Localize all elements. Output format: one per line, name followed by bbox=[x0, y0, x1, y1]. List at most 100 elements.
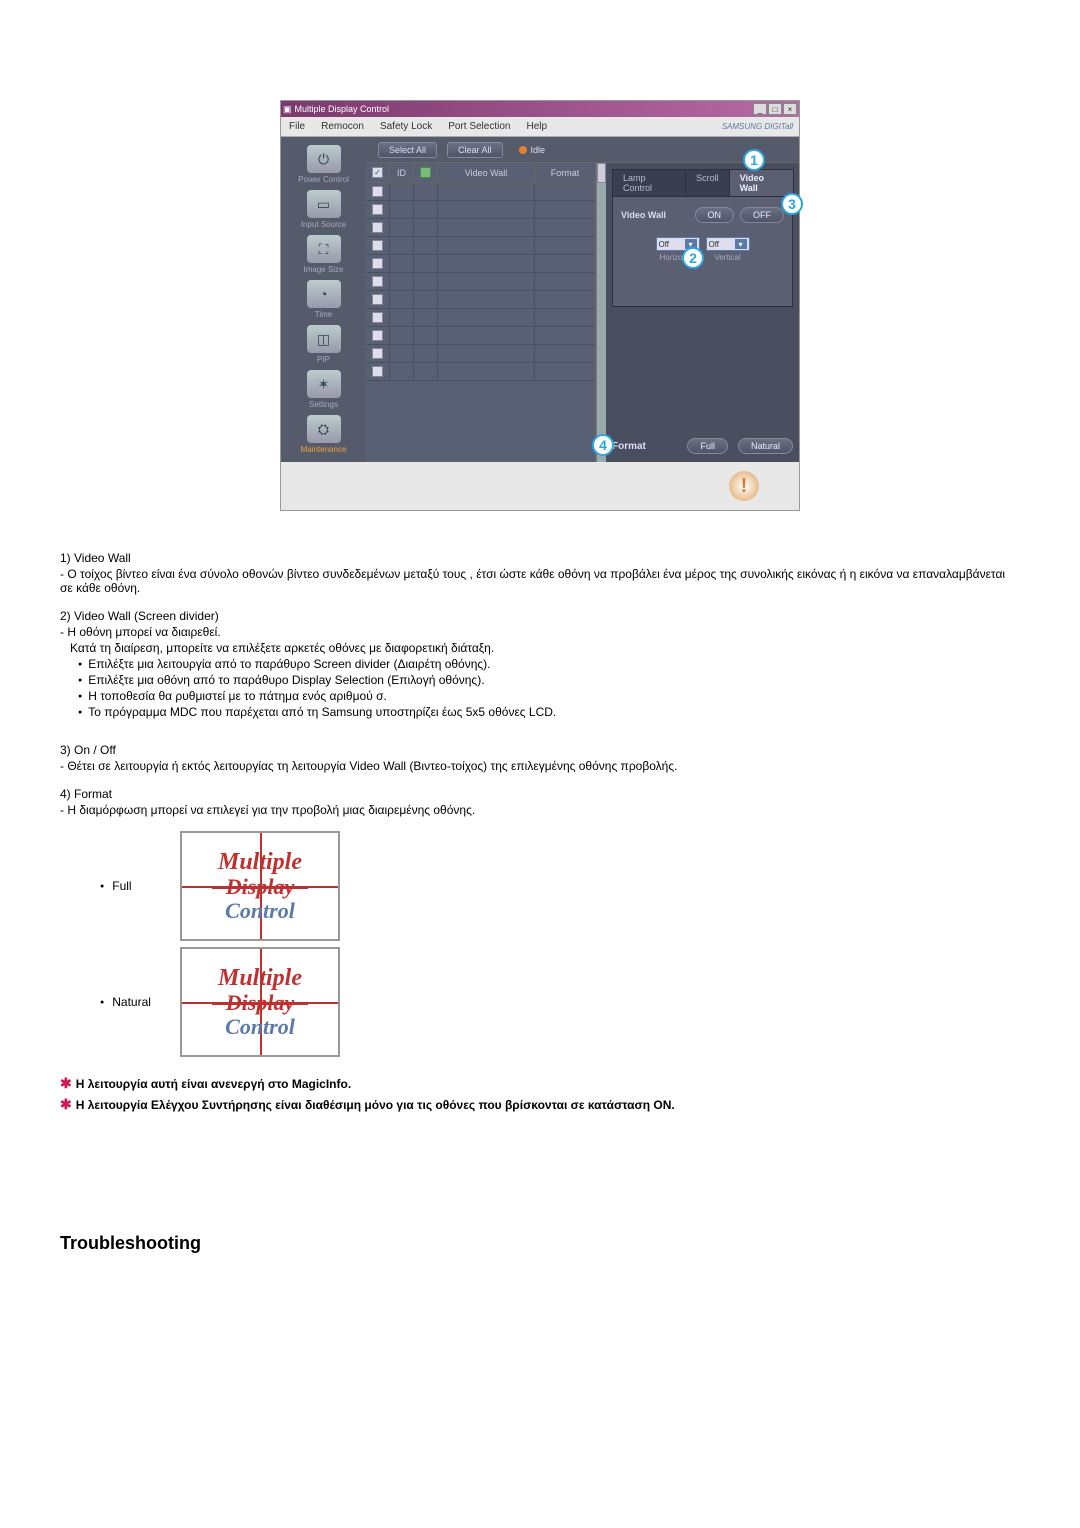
badge-4: 4 bbox=[592, 434, 614, 456]
table-row[interactable] bbox=[366, 237, 595, 255]
maximize-button[interactable]: □ bbox=[768, 103, 782, 115]
note1: Η λειτουργία αυτή είναι ανενεργή στο Mag… bbox=[76, 1077, 351, 1091]
sidebar-label: Settings bbox=[285, 400, 362, 409]
natural-image: Multiple Display Control bbox=[180, 947, 340, 1057]
settings-icon: ✶ bbox=[307, 370, 341, 398]
scrollbar[interactable] bbox=[596, 163, 606, 462]
item4-body: - Η διαμόρφωση μπορεί να επιλεγεί για τη… bbox=[60, 803, 1020, 817]
table-row[interactable] bbox=[366, 255, 595, 273]
table-row[interactable] bbox=[366, 291, 595, 309]
row-checkbox[interactable] bbox=[372, 204, 383, 215]
toolbar: Select All Clear All Idle bbox=[366, 137, 799, 163]
size-icon: ⛶ bbox=[307, 235, 341, 263]
menu-safetylock[interactable]: Safety Lock bbox=[372, 121, 440, 132]
item1-head: 1) Video Wall bbox=[60, 551, 131, 565]
section-troubleshooting: Troubleshooting bbox=[60, 1233, 1020, 1254]
minimize-button[interactable]: _ bbox=[753, 103, 767, 115]
table-row[interactable] bbox=[366, 327, 595, 345]
item1-body: - Ο τοίχος βίντεο είναι ένα σύνολο οθονώ… bbox=[60, 567, 1020, 595]
row-checkbox[interactable] bbox=[372, 294, 383, 305]
app-title: Multiple Display Control bbox=[295, 104, 390, 114]
menubar: File Remocon Safety Lock Port Selection … bbox=[281, 117, 799, 137]
grid-header-id: ID bbox=[390, 163, 414, 182]
idle-dot-icon bbox=[519, 146, 527, 154]
row-checkbox[interactable] bbox=[372, 276, 383, 287]
row-checkbox[interactable] bbox=[372, 222, 383, 233]
vertical-label: Vertical bbox=[706, 253, 750, 262]
brand-label: SAMSUNG DIGITall bbox=[722, 122, 799, 131]
sidebar-item-time[interactable]: ◔Time bbox=[285, 280, 362, 319]
tab-videowall[interactable]: Video Wall bbox=[729, 169, 794, 196]
vw-label: Video Wall bbox=[621, 210, 666, 220]
grid-header-videowall: Video Wall bbox=[438, 163, 535, 182]
vw-on-button[interactable]: ON bbox=[695, 207, 735, 223]
menu-help[interactable]: Help bbox=[518, 121, 555, 132]
table-row[interactable] bbox=[366, 201, 595, 219]
vw-off-button[interactable]: OFF bbox=[740, 207, 784, 223]
close-button[interactable]: × bbox=[783, 103, 797, 115]
row-checkbox[interactable] bbox=[372, 330, 383, 341]
row-checkbox[interactable] bbox=[372, 366, 383, 377]
table-row[interactable] bbox=[366, 183, 595, 201]
sidebar-label: Image Size bbox=[285, 265, 362, 274]
warning-icon: ! bbox=[729, 471, 759, 501]
table-row[interactable] bbox=[366, 345, 595, 363]
sidebar-item-power[interactable]: ⏻ Power Control bbox=[285, 145, 362, 184]
menu-file[interactable]: File bbox=[281, 121, 313, 132]
item2-head: 2) Video Wall (Screen divider) bbox=[60, 609, 219, 623]
sidebar-item-maint[interactable]: ⛭ Maintenance bbox=[285, 415, 362, 454]
item2-bullets: Επιλέξτε μια λειτουργία από το παράθυρο … bbox=[78, 657, 1020, 719]
table-row[interactable] bbox=[366, 219, 595, 237]
vertical-select[interactable]: Off▾ bbox=[706, 237, 750, 251]
format-label: Format bbox=[612, 441, 646, 452]
row-checkbox[interactable] bbox=[372, 186, 383, 197]
grid-header-power bbox=[414, 163, 438, 182]
table-row[interactable] bbox=[366, 363, 595, 381]
natural-label: Natural bbox=[100, 995, 180, 1009]
scroll-thumb[interactable] bbox=[597, 163, 606, 183]
badge-2: 2 bbox=[682, 247, 704, 269]
sidebar-label: PIP bbox=[285, 355, 362, 364]
sidebar-item-size[interactable]: ⛶ Image Size bbox=[285, 235, 362, 274]
table-row[interactable] bbox=[366, 273, 595, 291]
notes: ✱Η λειτουργία αυτή είναι ανενεργή στο Ma… bbox=[60, 1075, 1020, 1113]
maint-icon: ⛭ bbox=[307, 415, 341, 443]
tab-scroll[interactable]: Scroll bbox=[685, 169, 730, 196]
grid-header-checkbox[interactable]: ✓ bbox=[366, 163, 390, 182]
sidebar-item-settings[interactable]: ✶ Settings bbox=[285, 370, 362, 409]
format-examples: Full Multiple Display Control Natural Mu… bbox=[100, 831, 1020, 1057]
sidebar-label: Maintenance bbox=[285, 445, 362, 454]
table-row[interactable] bbox=[366, 309, 595, 327]
app-icon: ▣ bbox=[283, 104, 292, 115]
menu-remocon[interactable]: Remocon bbox=[313, 121, 372, 132]
idle-indicator: Idle bbox=[519, 145, 546, 155]
full-image: Multiple Display Control bbox=[180, 831, 340, 941]
tab-lamp[interactable]: Lamp Control bbox=[612, 169, 686, 196]
item3-body: - Θέτει σε λειτουργία ή εκτός λειτουργία… bbox=[60, 759, 1020, 773]
menu-portselection[interactable]: Port Selection bbox=[440, 121, 518, 132]
row-checkbox[interactable] bbox=[372, 258, 383, 269]
sidebar-item-input[interactable]: ▭Input Source bbox=[285, 190, 362, 229]
select-all-button[interactable]: Select All bbox=[378, 142, 437, 158]
format-natural-button[interactable]: Natural bbox=[738, 438, 793, 454]
power-icon: ⏻ bbox=[307, 145, 341, 173]
row-checkbox[interactable] bbox=[372, 348, 383, 359]
display-grid: ✓ ID Video Wall Format bbox=[366, 163, 596, 462]
idle-label: Idle bbox=[531, 145, 546, 155]
item3-head: 3) On / Off bbox=[60, 743, 116, 757]
badge-1: 1 bbox=[743, 149, 765, 171]
doc-list: 1) Video Wall - Ο τοίχος βίντεο είναι έν… bbox=[60, 551, 1020, 817]
sidebar-label: Input Source bbox=[285, 220, 362, 229]
format-full-button[interactable]: Full bbox=[687, 438, 728, 454]
sidebar-label: Time bbox=[285, 310, 362, 319]
row-checkbox[interactable] bbox=[372, 240, 383, 251]
row-checkbox[interactable] bbox=[372, 312, 383, 323]
app-window: ▣ Multiple Display Control _ □ × File Re… bbox=[280, 100, 800, 511]
note2: Η λειτουργία Ελέγχου Συντήρησης είναι δι… bbox=[76, 1098, 675, 1112]
full-label: Full bbox=[100, 879, 180, 893]
badge-3: 3 bbox=[781, 193, 803, 215]
clear-all-button[interactable]: Clear All bbox=[447, 142, 503, 158]
sidebar-item-pip[interactable]: ◫ PIP bbox=[285, 325, 362, 364]
pip-icon: ◫ bbox=[307, 325, 341, 353]
sidebar-label: Power Control bbox=[285, 175, 362, 184]
